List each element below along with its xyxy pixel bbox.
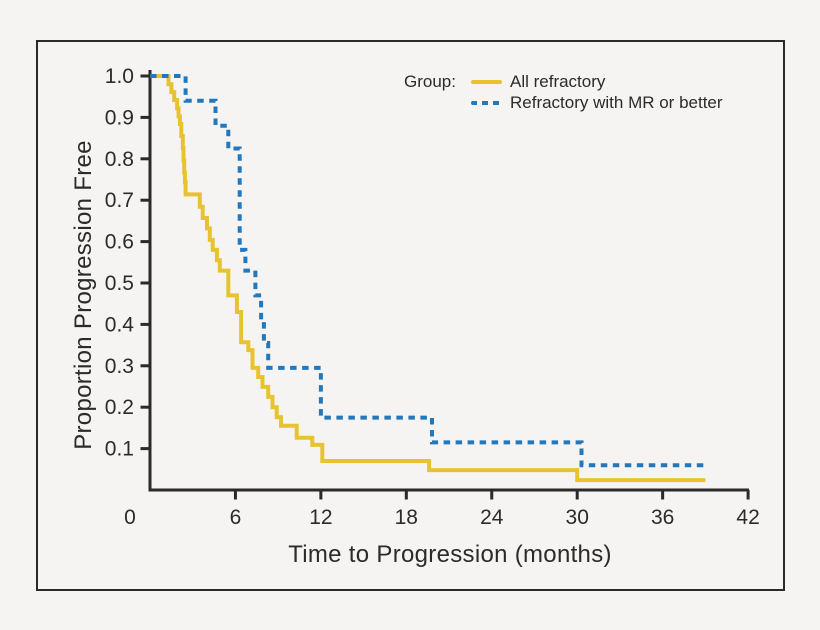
x-tick-label: 18 xyxy=(395,506,418,529)
x-axis-title: Time to Progression (months) xyxy=(288,541,612,568)
legend-label: All refractory xyxy=(509,71,606,91)
legend-line-swatch-solid xyxy=(470,79,502,84)
legend-items: All refractory Refractory with MR or bet… xyxy=(470,71,723,113)
x-tick-label: 0 xyxy=(124,506,136,529)
legend-line-swatch-dashed xyxy=(470,100,502,105)
legend-item-all-refractory: All refractory xyxy=(470,71,723,92)
y-tick-label: 0.3 xyxy=(105,355,134,378)
chart-frame xyxy=(36,40,785,591)
legend-title: Group: xyxy=(404,72,456,91)
y-tick-label: 0.9 xyxy=(105,106,134,129)
x-tick-label: 6 xyxy=(230,506,242,529)
y-tick-label: 0.4 xyxy=(105,313,135,336)
y-tick-label: 0.7 xyxy=(105,189,134,212)
x-tick-label: 12 xyxy=(309,506,332,529)
y-tick-label: 0.1 xyxy=(105,438,134,461)
y-tick-label: 0.8 xyxy=(105,148,134,171)
series-refractory-with-mr-or-better xyxy=(150,74,709,468)
y-tick-label: 0.6 xyxy=(105,231,134,254)
x-tick-label: 30 xyxy=(566,506,589,529)
legend: Group: All refractory Refractory with MR… xyxy=(404,71,723,113)
y-tick-label: 0.2 xyxy=(105,396,134,419)
legend-label: Refractory with MR or better xyxy=(509,92,723,112)
y-tick-label: 0.5 xyxy=(105,272,134,295)
x-tick-label: 42 xyxy=(736,506,759,529)
series-all-refractory xyxy=(150,74,706,483)
x-tick-label: 24 xyxy=(480,506,504,529)
y-axis-title: Proportion Progression Free xyxy=(70,140,97,450)
y-tick-label: 1.0 xyxy=(105,65,134,88)
x-tick-label: 36 xyxy=(651,506,674,529)
legend-item-refractory-mr-or-better: Refractory with MR or better xyxy=(470,92,723,113)
